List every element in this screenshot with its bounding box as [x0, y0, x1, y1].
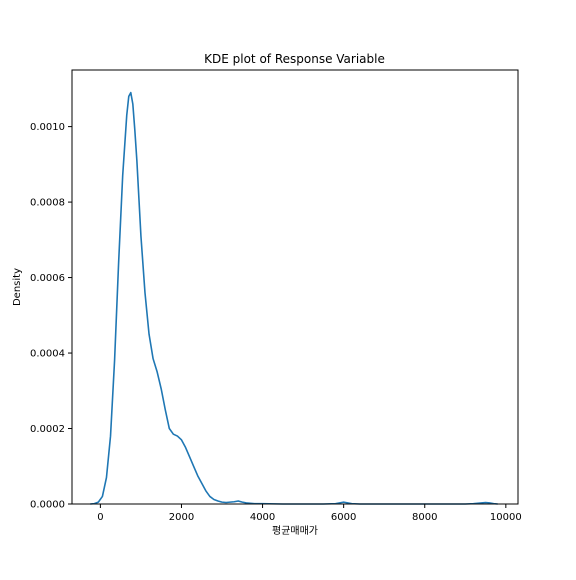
y-tick-label: 0.0010 [30, 122, 65, 133]
x-tick-label: 0 [97, 512, 103, 523]
x-axis: 0 2000 4000 6000 8000 10000 [97, 504, 522, 523]
kde-line [90, 91, 498, 505]
y-tick-label: 0.0004 [30, 349, 65, 360]
x-tick-label: 8000 [412, 512, 437, 523]
y-tick-label: 0.0008 [30, 198, 65, 209]
x-tick-label: 4000 [250, 512, 275, 523]
plot-frame [71, 69, 519, 505]
y-tick-label: 0.0002 [30, 424, 65, 435]
plot-area [71, 69, 519, 505]
x-axis-label: 평균매매가 [272, 525, 318, 537]
y-axis-label: Density [12, 268, 23, 306]
x-tick-label: 6000 [331, 512, 356, 523]
y-tick-label: 0.0006 [30, 273, 65, 284]
x-tick-label: 2000 [169, 512, 194, 523]
y-axis: 0.0000 0.0002 0.0004 0.0006 0.0008 0.0010 [30, 122, 72, 511]
y-tick-label: 0.0000 [30, 500, 65, 511]
chart-title: KDE plot of Response Variable [204, 52, 385, 66]
x-tick-label: 10000 [490, 512, 522, 523]
